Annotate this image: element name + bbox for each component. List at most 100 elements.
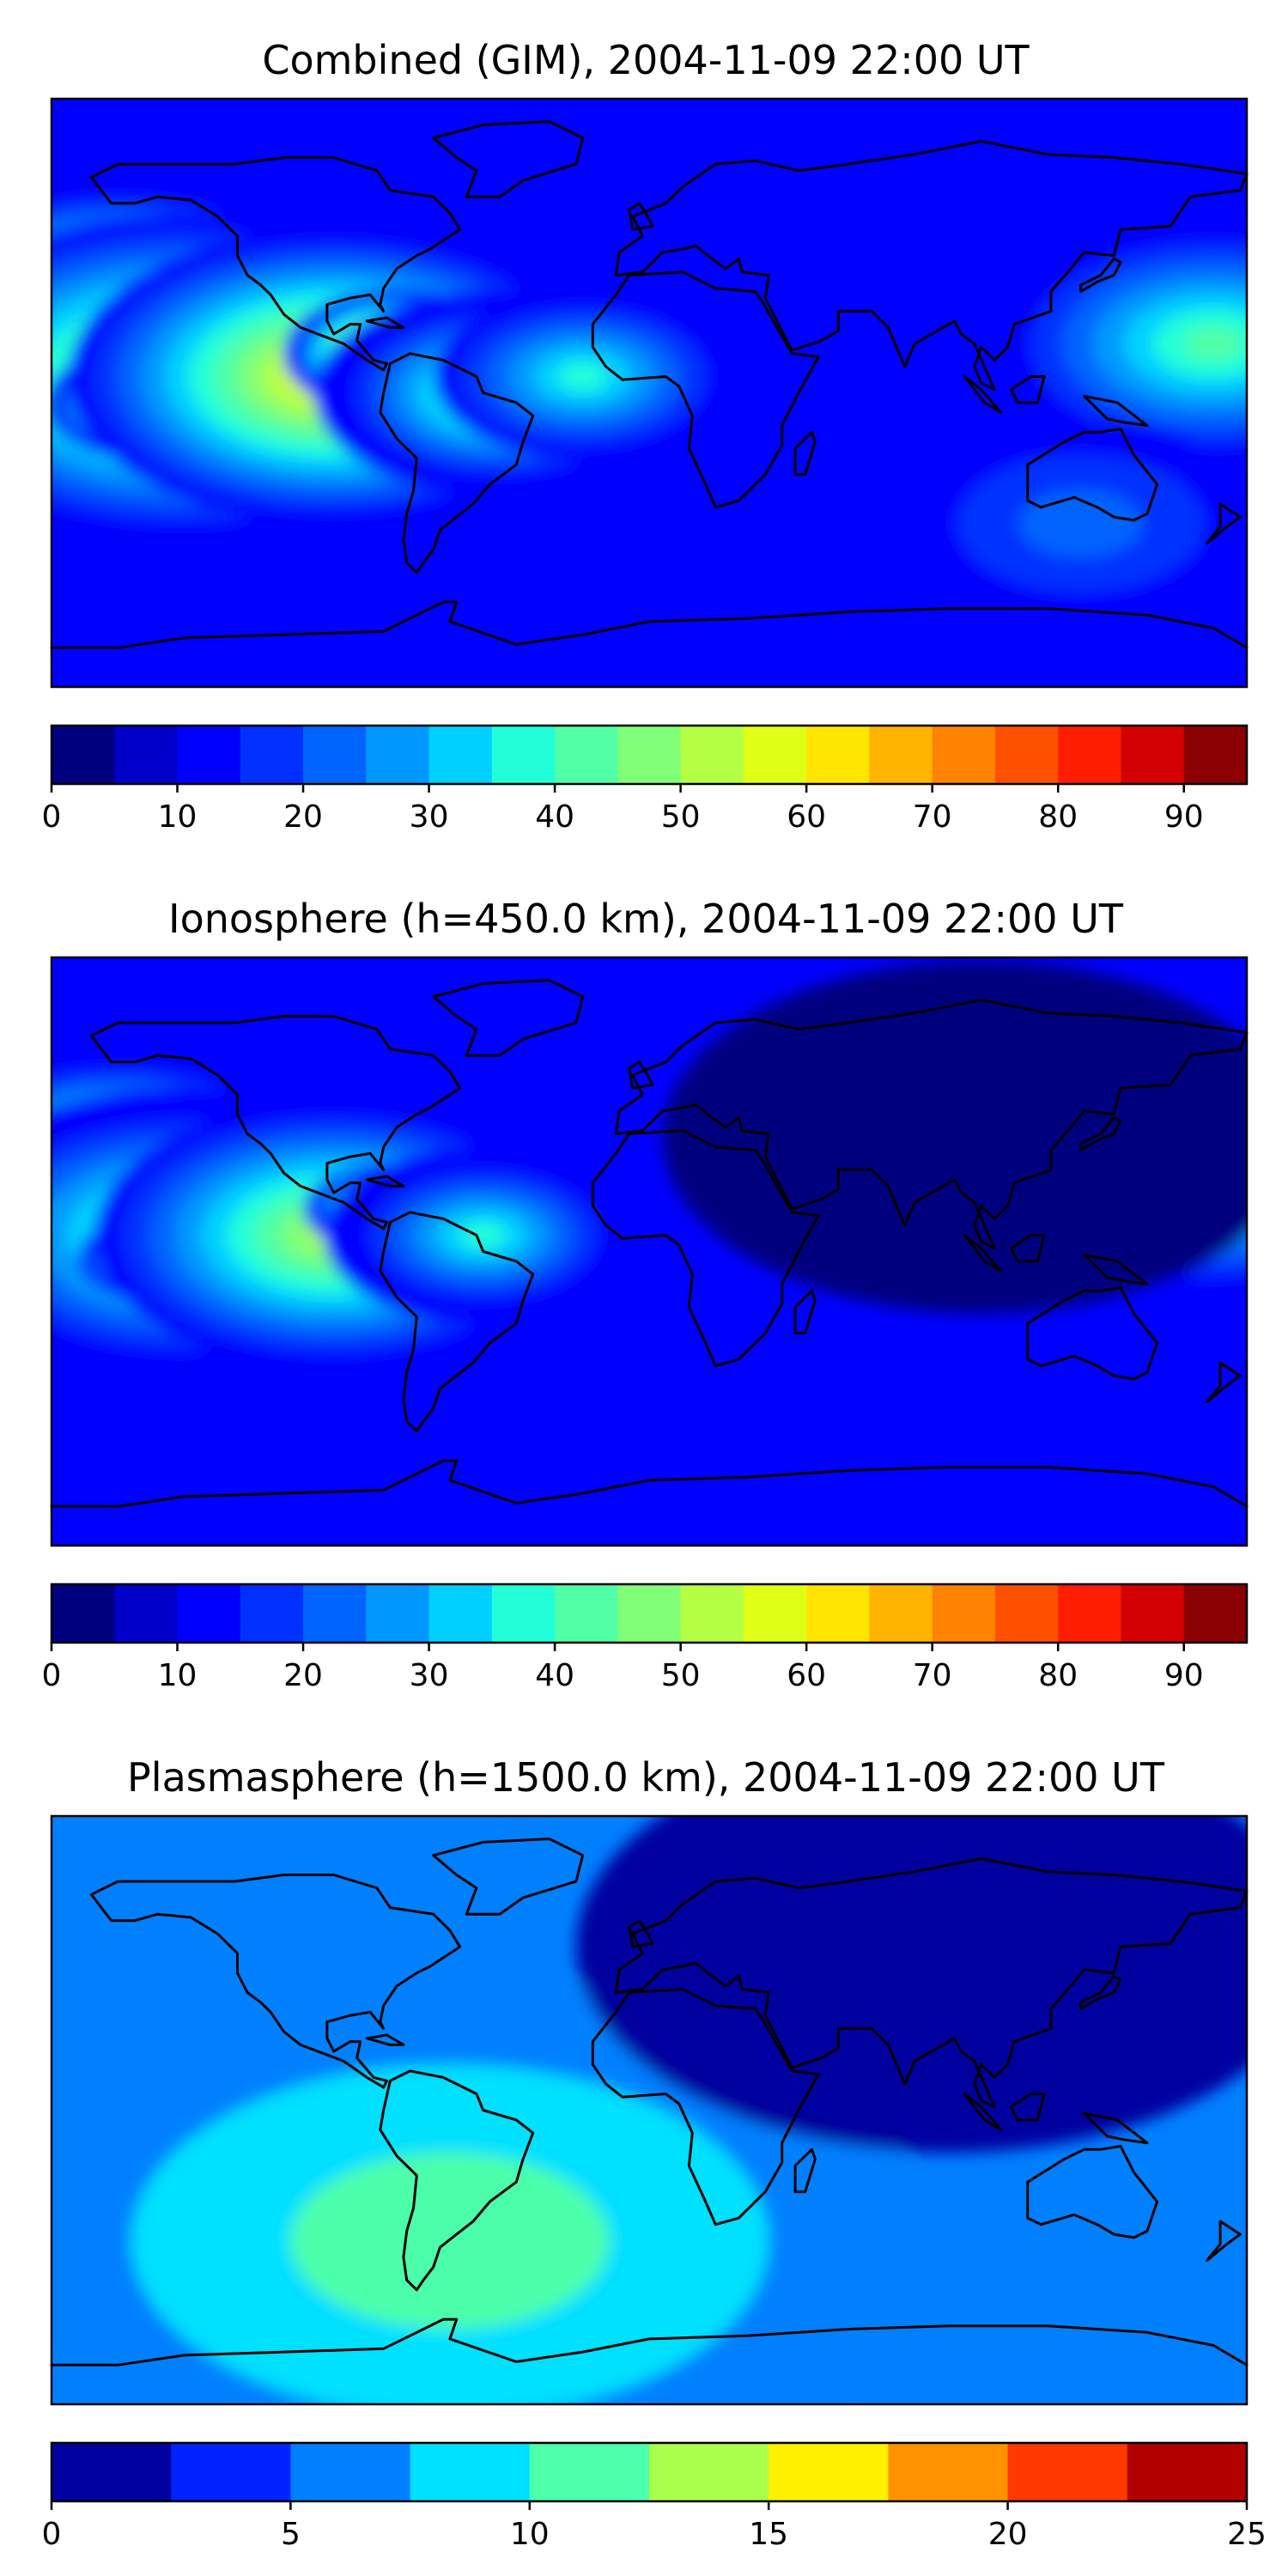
colorbar-tick-label: 10 — [510, 2517, 550, 2552]
colorbar-swatch — [428, 726, 493, 784]
coastline — [1010, 1234, 1046, 1263]
colorbar-swatch — [994, 1584, 1059, 1643]
colorbar-tick-label: 50 — [661, 799, 701, 835]
colorbar-swatch — [743, 1584, 807, 1643]
coastline — [614, 140, 1249, 392]
colorbar-ionosphere: 0 10 20 30 40 50 60 70 80 90 — [42, 1583, 1249, 1693]
coastlines — [50, 120, 1249, 649]
colorbar-tick-label: 30 — [410, 1658, 449, 1693]
panel-title: Combined (GIM), 2004-11-09 22:00 UT — [262, 37, 1030, 83]
coastline — [432, 1838, 585, 1916]
coastline — [1206, 502, 1242, 545]
colorbar-swatch — [994, 726, 1059, 784]
coastline — [628, 202, 654, 231]
colorbar-swatch — [177, 726, 241, 784]
colorbar-swatch — [680, 726, 744, 784]
map-ionosphere — [50, 956, 1249, 1547]
colorbar-tick-label: 40 — [535, 799, 574, 835]
coastline — [1079, 1975, 1122, 2010]
colorbar-swatch — [428, 1584, 493, 1643]
colorbar-swatch — [617, 726, 682, 784]
map-combined — [50, 97, 1249, 689]
contour-fill — [1182, 326, 1244, 361]
coastline — [50, 600, 1249, 649]
colorbar-swatch — [1121, 726, 1185, 784]
colorbar-tick-label: 20 — [283, 799, 323, 835]
coastline — [365, 316, 405, 329]
colorbar-swatch — [240, 1584, 304, 1643]
colorbar-swatch — [743, 726, 807, 784]
colorbar-tick-label: 50 — [661, 1658, 701, 1693]
coastline — [1026, 2144, 1159, 2239]
coastline — [432, 120, 585, 198]
coastline — [1083, 1253, 1149, 1286]
colorbar-swatch — [529, 2443, 650, 2501]
colorbar-swatch — [366, 726, 430, 784]
coastline — [379, 352, 535, 574]
coastline — [1010, 375, 1046, 404]
coastline — [628, 1919, 654, 1948]
colorbar-tick-label: 0 — [42, 2517, 62, 2552]
colorbar-tick-label: 80 — [1038, 1658, 1078, 1693]
colorbar-tick-label: 0 — [42, 799, 62, 835]
map-plasmasphere — [50, 1814, 1249, 2406]
colorbar-swatch — [932, 1584, 996, 1643]
colorbar-tick-label: 90 — [1164, 1658, 1204, 1693]
colorbar-tick-label: 70 — [913, 1658, 952, 1693]
colorbar-swatch — [303, 1584, 367, 1643]
colorbar-swatch — [52, 1584, 115, 1643]
coastline — [1010, 2093, 1046, 2122]
panel-title: Plasmasphere (h=1500.0 km), 2004-11-09 2… — [127, 1754, 1165, 1801]
coastline — [89, 1874, 462, 2089]
colorbar-swatch — [171, 2443, 291, 2501]
colorbar-swatch — [240, 726, 304, 784]
colorbar-tick-label: 5 — [281, 2517, 301, 2552]
panel-combined: Combined (GIM), 2004-11-09 22:00 UT 0 10 2… — [42, 37, 1249, 835]
contour-fill — [460, 1222, 507, 1249]
coastline — [89, 156, 462, 372]
colorbar-plasmasphere: 0 5 10 15 20 25 — [42, 2441, 1267, 2552]
colorbar-swatch — [1007, 2443, 1128, 2501]
panel-ionosphere: Ionosphere (h=450.0 km), 2004-11-09 22:0… — [42, 896, 1249, 1693]
colorbar-swatch — [869, 1584, 933, 1643]
colorbar-swatch — [491, 726, 556, 784]
colorbar-swatch — [932, 726, 996, 784]
coastline — [793, 2148, 817, 2194]
coastline — [365, 2033, 405, 2046]
contour-fill — [822, 1048, 1141, 1226]
colorbar-tick-label: 90 — [1164, 799, 1204, 835]
colorbar-swatch — [114, 726, 179, 784]
coastline — [591, 1988, 820, 2227]
colorbar-swatch — [1127, 2443, 1248, 2501]
colorbar-tick-label: 60 — [787, 799, 826, 835]
colorbar-swatch — [555, 726, 618, 784]
contour-fill — [1018, 489, 1143, 558]
colorbar-combined: 0 10 20 30 40 50 60 70 80 90 — [42, 724, 1249, 835]
colorbar-swatch — [869, 726, 933, 784]
coastline — [1083, 2111, 1149, 2145]
coastline — [591, 270, 820, 509]
colorbar-swatch — [52, 726, 115, 784]
colorbar-swatch — [303, 726, 367, 784]
colorbar-swatch — [888, 2443, 1009, 2501]
colorbar-tick-label: 20 — [283, 1658, 323, 1693]
colorbar-swatch — [290, 2443, 411, 2501]
colorbar-swatch — [555, 1584, 618, 1643]
colorbar-swatch — [1121, 1584, 1185, 1643]
colorbar-tick-label: 10 — [158, 1658, 197, 1693]
coastline — [1026, 1285, 1159, 1381]
coastline — [793, 1289, 817, 1335]
coastlines — [50, 979, 1249, 1508]
colorbar-swatch — [491, 1584, 556, 1643]
coastline — [1026, 427, 1159, 522]
colorbar-tick-label: 10 — [158, 799, 197, 835]
colorbar-tick-label: 15 — [749, 2517, 788, 2552]
colorbar-tick-label: 40 — [535, 1658, 574, 1693]
colorbar-swatch — [1058, 726, 1122, 784]
panel-plasmasphere: Plasmasphere (h=1500.0 km), 2004-11-09 2… — [42, 1754, 1267, 2552]
colorbar-swatch — [649, 2443, 769, 2501]
coastline — [50, 1459, 1249, 1508]
coastline — [379, 2069, 535, 2292]
colorbar-swatch — [617, 1584, 682, 1643]
